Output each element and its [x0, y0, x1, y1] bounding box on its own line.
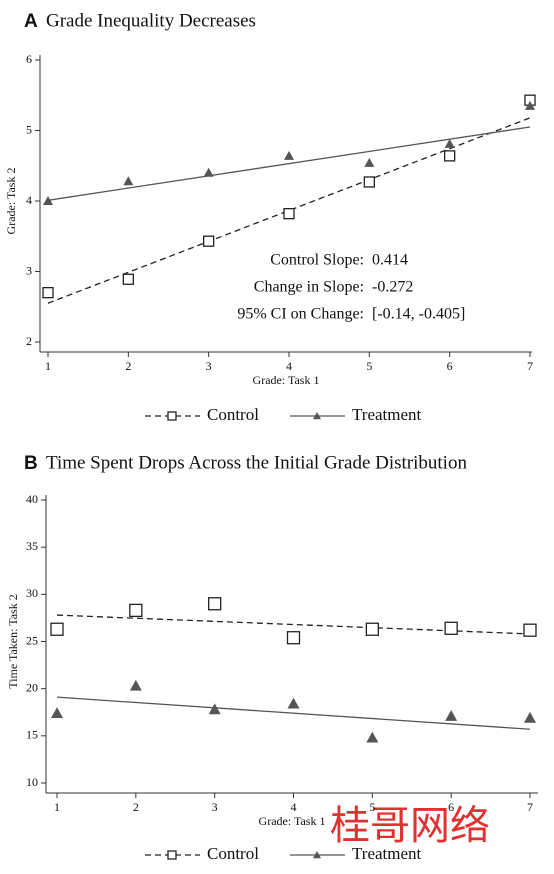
annotation-label: Change in Slope:	[254, 279, 364, 296]
data-point	[444, 621, 458, 635]
data-point	[287, 697, 300, 709]
legend-marker	[167, 411, 177, 421]
data-point	[523, 623, 537, 637]
annotation-label: 95% CI on Change:	[237, 306, 364, 323]
y-axis-label: Time Taken: Task 2	[6, 594, 20, 688]
x-tick-label: 7	[527, 359, 533, 373]
data-point	[42, 286, 54, 299]
chart-title: Time Spent Drops Across the Initial Grad…	[46, 452, 467, 473]
legend-label: Treatment	[352, 844, 422, 863]
y-tick-label: 4	[26, 193, 32, 207]
x-tick-label: 6	[448, 800, 454, 814]
y-tick-label: 10	[26, 775, 38, 789]
fit-line	[56, 696, 531, 730]
fit-line	[47, 117, 531, 304]
y-tick-label: 25	[26, 633, 38, 647]
annotation-value: [-0.14, -0.405]	[372, 306, 465, 323]
data-point	[444, 150, 456, 162]
x-tick-label: 3	[212, 800, 218, 814]
data-point	[366, 731, 379, 743]
data-point	[524, 711, 536, 723]
data-point	[286, 631, 301, 645]
x-tick-label: 4	[286, 359, 292, 373]
annotation-value: 0.414	[372, 252, 408, 269]
y-tick-label: 2	[26, 334, 32, 348]
panel-label: B	[24, 453, 38, 474]
data-point	[43, 196, 53, 205]
annotation-label: Control Slope:	[270, 252, 364, 269]
data-point	[364, 157, 375, 167]
data-point	[208, 703, 221, 715]
data-point	[284, 150, 294, 160]
chart-title: Grade Inequality Decreases	[46, 10, 256, 31]
legend-label: Control	[207, 844, 259, 863]
x-tick-label: 1	[54, 800, 60, 814]
data-point	[50, 622, 64, 636]
data-point	[363, 176, 375, 188]
panel-label: A	[24, 11, 38, 32]
legend-marker	[313, 412, 321, 420]
data-point	[203, 167, 214, 177]
x-tick-label: 2	[125, 359, 131, 373]
y-tick-label: 15	[26, 728, 38, 742]
y-tick-label: 20	[26, 680, 38, 694]
x-tick-label: 2	[133, 800, 139, 814]
legend-label: Treatment	[352, 405, 422, 424]
data-point	[123, 176, 134, 186]
data-point	[129, 679, 142, 691]
legend-label: Control	[207, 405, 259, 424]
y-tick-label: 40	[26, 492, 38, 506]
legend-marker	[167, 850, 177, 860]
x-tick-label: 3	[206, 359, 212, 373]
data-point	[445, 710, 458, 721]
data-point	[122, 273, 134, 285]
annotation-value: -0.272	[372, 279, 413, 296]
data-point	[129, 603, 143, 618]
fit-line	[47, 126, 531, 201]
y-tick-label: 3	[26, 263, 32, 277]
x-tick-label: 4	[291, 800, 297, 814]
x-tick-label: 6	[447, 359, 453, 373]
data-point	[365, 622, 379, 636]
legend-marker	[313, 851, 321, 859]
y-tick-label: 35	[26, 539, 38, 553]
x-axis-label: Grade: Task 1	[259, 814, 326, 828]
data-point	[203, 235, 215, 247]
watermark: 桂哥网络	[330, 803, 490, 849]
y-tick-label: 30	[26, 586, 38, 600]
x-tick-label: 1	[45, 359, 51, 373]
data-point	[444, 138, 455, 148]
x-axis-label: Grade: Task 1	[253, 373, 320, 387]
x-tick-label: 7	[527, 800, 533, 814]
y-tick-label: 5	[26, 122, 32, 136]
y-axis-label: Grade: Task 2	[4, 168, 18, 235]
data-point	[51, 707, 63, 718]
y-tick-label: 6	[26, 52, 32, 66]
data-point	[208, 597, 222, 611]
data-point	[525, 100, 535, 110]
x-tick-label: 5	[366, 359, 372, 373]
x-tick-label: 5	[369, 800, 375, 814]
data-point	[283, 208, 295, 220]
